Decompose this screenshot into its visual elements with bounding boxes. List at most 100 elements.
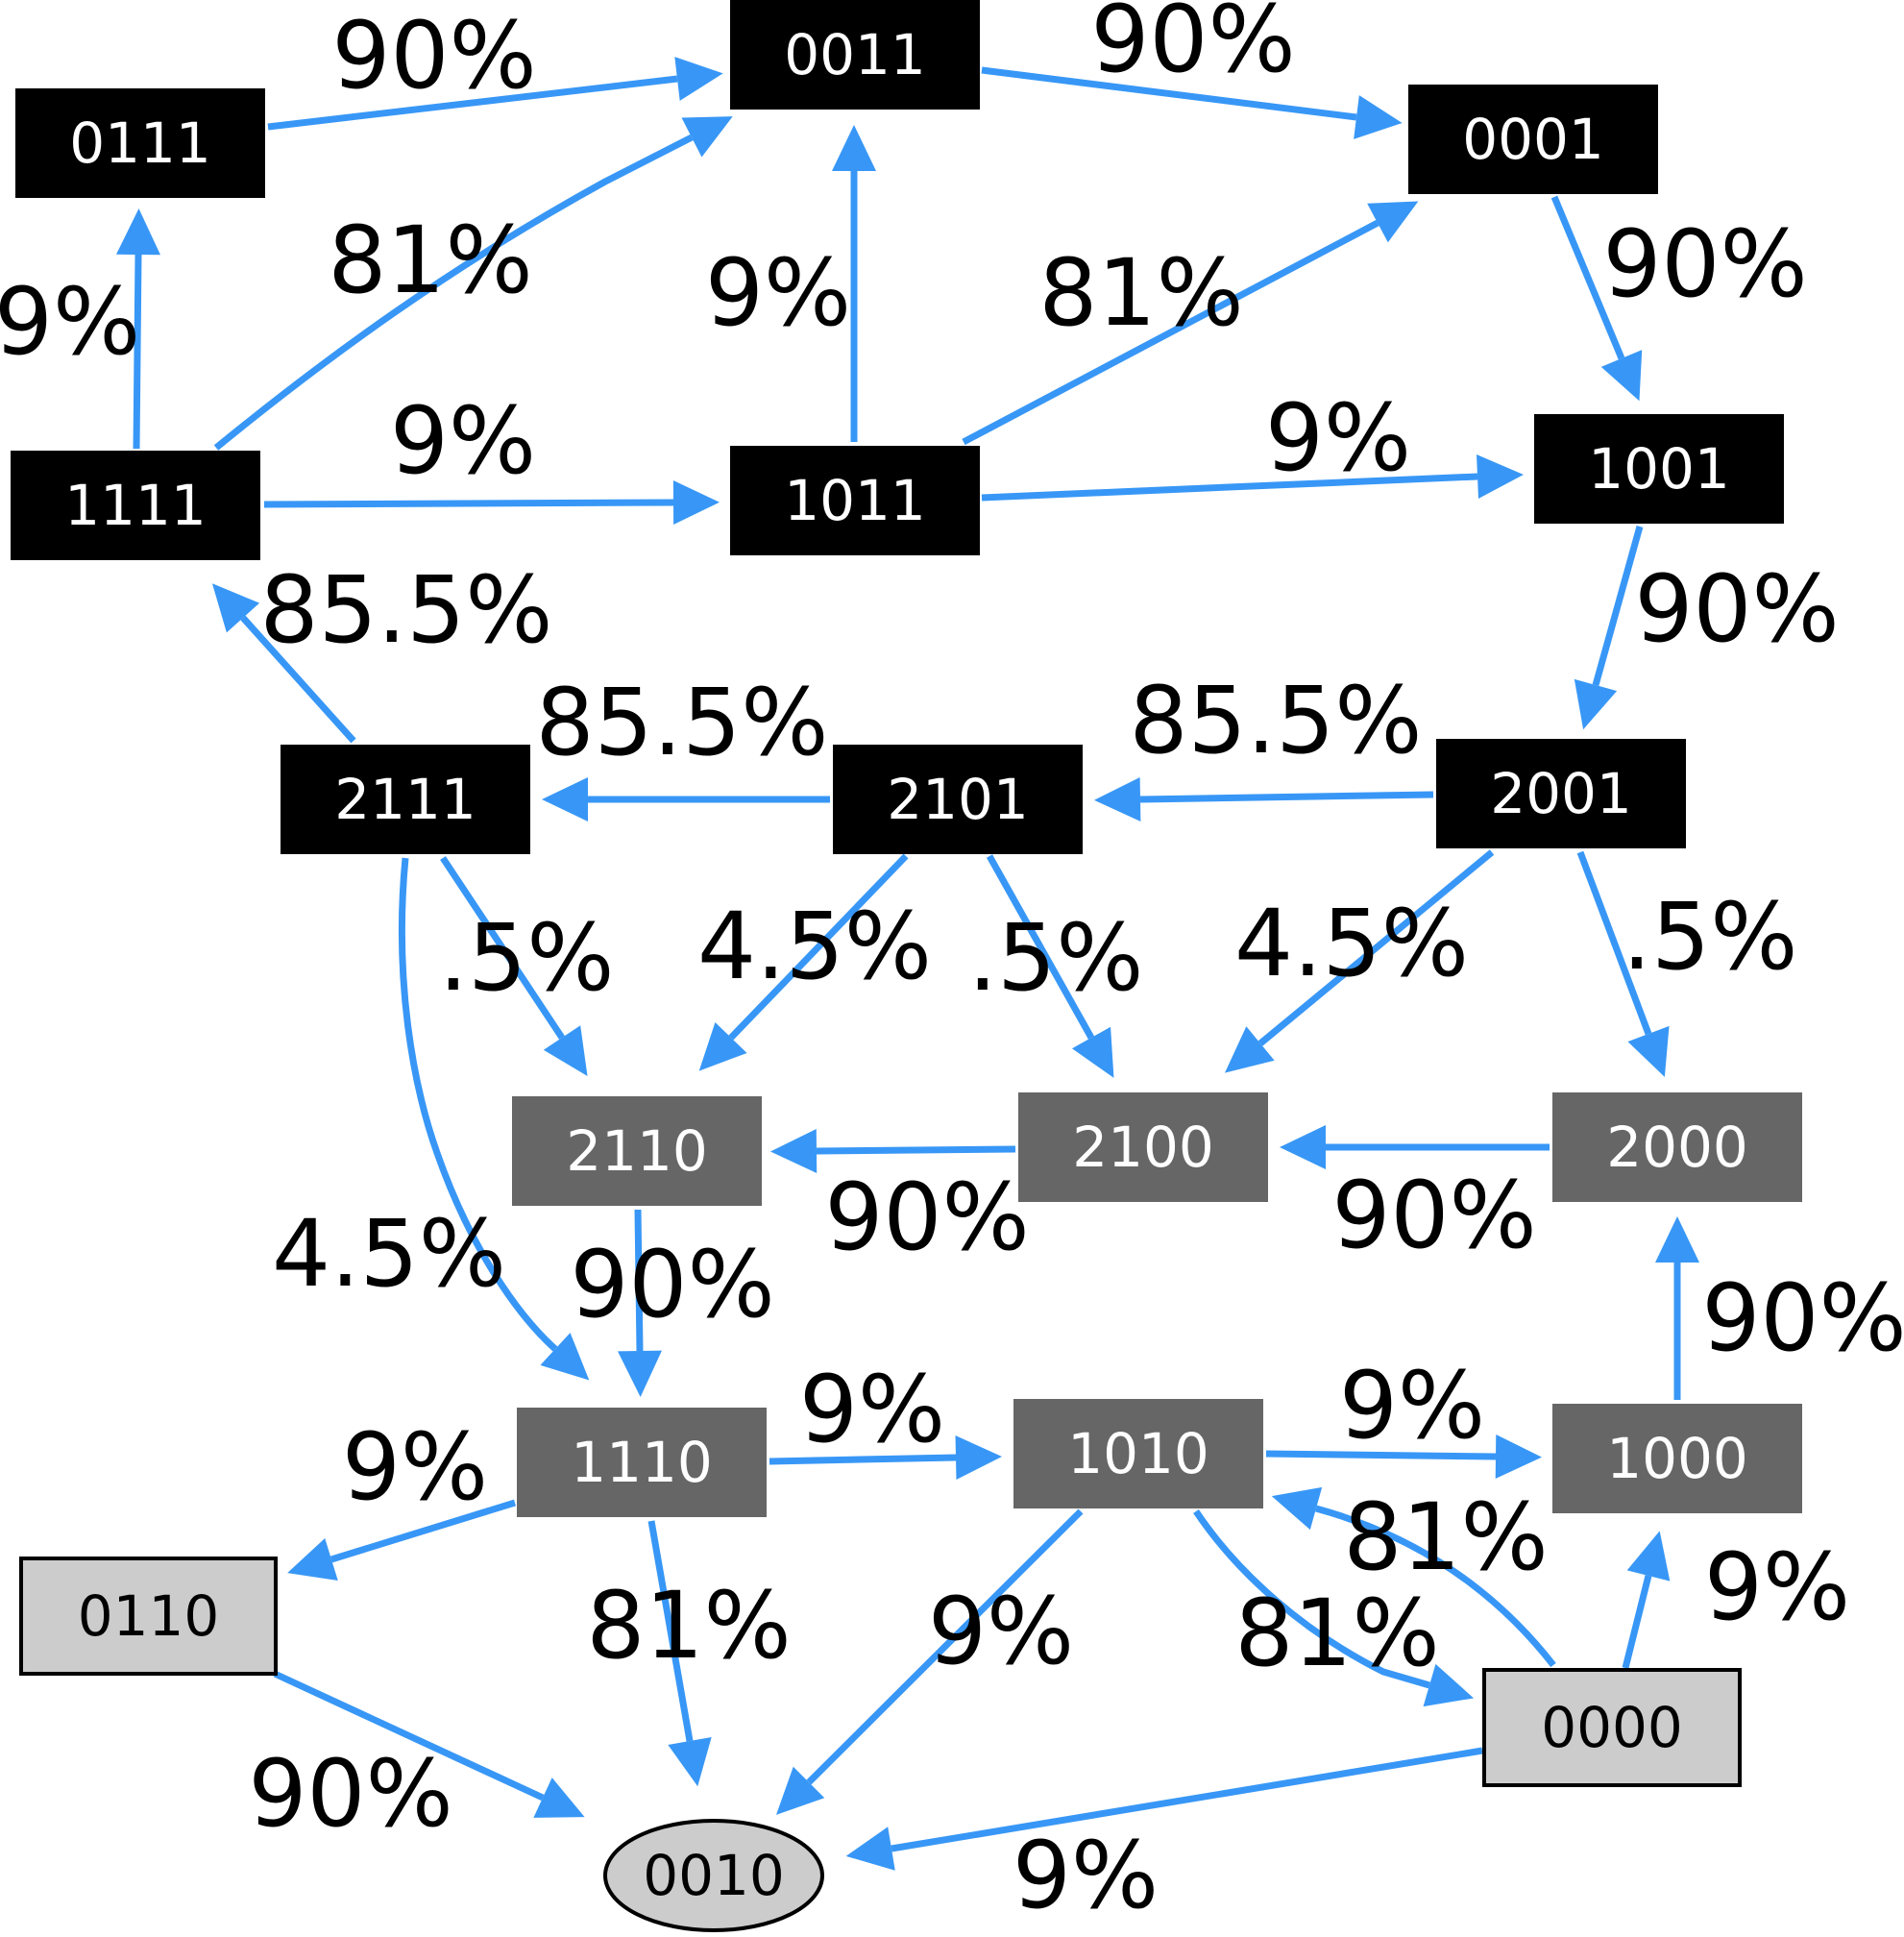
edge-0011-to-0001 [981,66,1403,139]
edge-2110-to-1110 [618,1209,662,1397]
edge-probability-label: 9% [1339,1352,1485,1459]
edge-line [1193,1509,1430,1689]
edge-2101-to-2111 [542,777,830,821]
state-node-1111: 1111 [11,451,260,560]
edge-arrowhead [1626,1531,1671,1581]
edge-line [1265,1450,1497,1460]
edge-line [1139,791,1434,803]
edge-arrowhead [1495,1434,1542,1479]
edge-arrowhead [1280,1125,1326,1169]
state-node-shape [11,451,260,560]
edge-line [133,254,142,450]
edges-layer [116,57,1699,1871]
state-node-1000: 1000 [1552,1404,1802,1513]
edge-probability-label: 9% [928,1578,1074,1685]
edge-line [981,66,1357,121]
edge-2101-to-2100 [986,854,1114,1078]
edge-arrowhead [211,583,260,633]
edge-arrowhead [543,1025,588,1077]
edge-1011-to-0001 [962,201,1419,446]
edge-arrowhead [1367,201,1419,243]
edge-probability-label: 90% [1701,1264,1904,1372]
state-node-label: 0000 [1541,1695,1683,1760]
edge-arrowhead [1224,1026,1275,1073]
state-node-label: 2110 [566,1118,708,1184]
edge-arrowhead [533,1778,585,1818]
edge-probability-label: 90% [248,1740,452,1848]
edge-line [962,219,1379,446]
edge-arrowhead [618,1350,662,1397]
state-node-0000: 0000 [1482,1668,1742,1787]
state-node-shape [1018,1092,1268,1202]
edge-probability-label: 81% [1343,1483,1548,1591]
edge-arrowhead [540,1333,590,1381]
edge-probability-label: 90% [1331,1162,1536,1269]
edge-2111-to-1110 [398,857,590,1381]
state-node-0010: 0010 [603,1819,824,1932]
state-node-label: 0010 [643,1843,785,1908]
edge-arrowhead [674,57,723,101]
state-node-label: 2001 [1490,761,1632,826]
edge-probability-label: 85.5% [536,669,829,776]
state-node-label: 0110 [78,1583,220,1649]
edge-0000-to-1000 [1622,1531,1671,1669]
edge-line [1315,1505,1556,1668]
edge-arrowhead [775,1766,825,1815]
edge-line [806,1508,1084,1785]
edge-probability-label: .5% [439,904,615,1012]
state-node-label: 1000 [1606,1426,1748,1491]
state-node-label: 2101 [887,767,1029,832]
edge-2100-to-2110 [770,1129,1016,1173]
edge-0110-to-0010 [273,1670,585,1818]
state-node-shape [281,745,530,854]
state-node-label: 0111 [69,110,211,176]
edge-probability-label: 4.5% [272,1200,506,1308]
edge-1011-to-0011 [832,125,876,442]
edge-1010-to-0000 [1193,1509,1475,1707]
edge-arrowhead [1423,1663,1475,1707]
edge-line [1576,850,1652,1036]
edge-arrowhead [770,1129,818,1173]
edge-probability-label: 90% [331,2,536,110]
state-node-0001: 0001 [1408,85,1658,194]
edge-probability-label: 81% [1038,239,1243,347]
edge-line [1592,526,1644,686]
edge-arrowhead [287,1538,338,1581]
edge-arrowhead [955,1435,1002,1480]
edge-arrowhead [1574,678,1618,730]
state-node-0011: 0011 [730,0,980,110]
state-node-shape [1552,1092,1802,1202]
edge-arrowhead [832,125,876,171]
edge-0111-to-0011 [267,57,723,131]
edge-arrowhead [1600,350,1643,402]
edge-0000-to-0010 [845,1747,1483,1871]
edge-0001-to-1001 [1550,195,1643,402]
edge-1110-to-0110 [287,1499,517,1581]
edge-probability-label: 90% [1602,210,1807,318]
state-node-0111: 0111 [15,88,265,198]
state-node-shape [19,1557,278,1676]
edge-2101-to-2110 [698,853,909,1071]
edge-2111-to-1111 [211,583,356,744]
state-node-2110: 2110 [512,1096,762,1206]
edge-arrowhead [1354,95,1403,139]
edge-probability-label: 4.5% [1234,890,1469,997]
state-node-shape [512,1096,762,1206]
state-node-shape [1013,1399,1263,1508]
state-node-1001: 1001 [1534,414,1784,524]
edge-arrowhead [845,1827,895,1871]
edge-arrowhead [1271,1486,1323,1531]
state-node-2000: 2000 [1552,1092,1802,1202]
edge-1110-to-1010 [769,1435,1002,1480]
state-node-0110: 0110 [19,1557,278,1676]
edge-arrowhead [1627,1025,1670,1077]
edge-line [440,856,565,1040]
state-node-2100: 2100 [1018,1092,1268,1202]
edge-line [330,1499,517,1563]
edge-probability-label: .5% [968,904,1144,1012]
edge-line [267,75,678,131]
edge-1000-to-2000 [1655,1216,1699,1400]
edge-1010-to-0010 [775,1508,1084,1815]
state-node-1110: 1110 [517,1408,767,1517]
edge-probability-label: 9% [799,1356,945,1463]
